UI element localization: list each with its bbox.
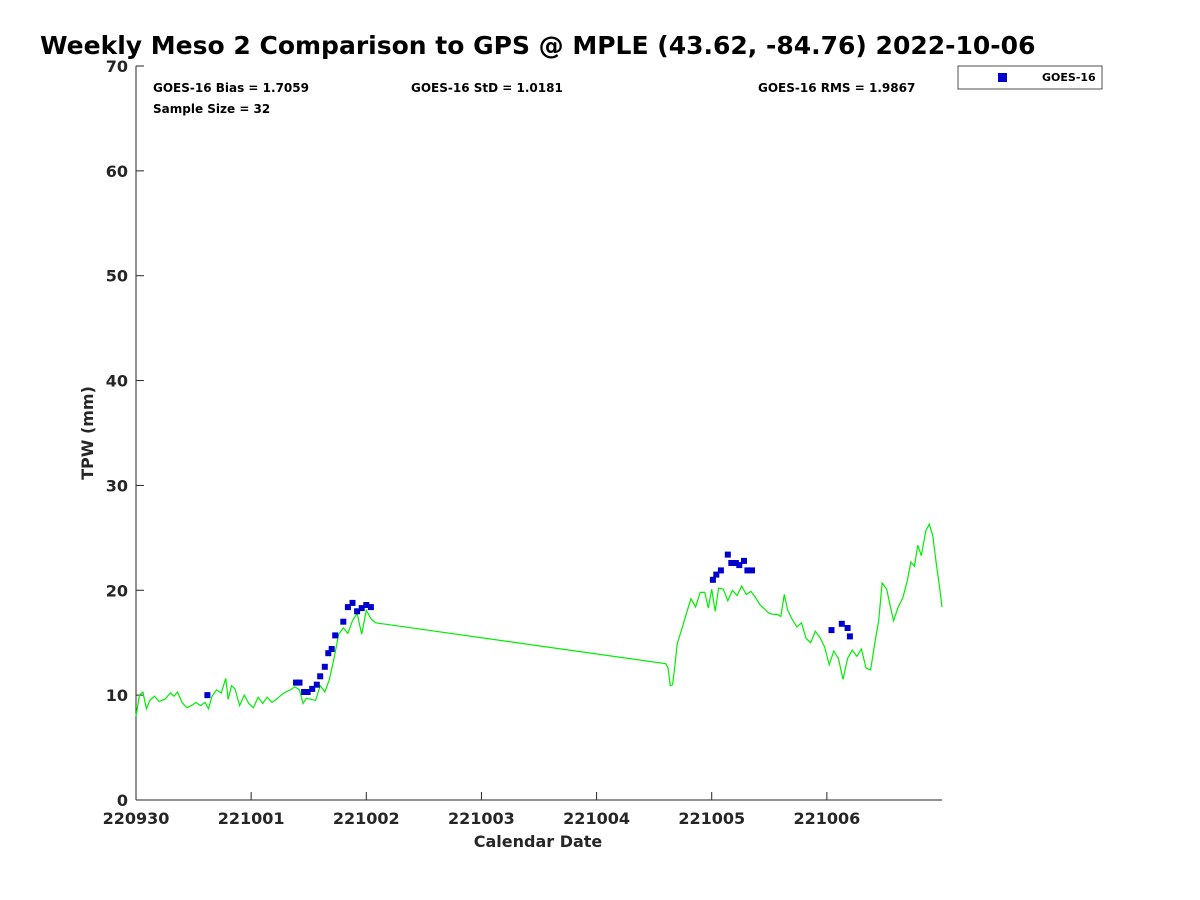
goes16-point [367,604,374,611]
x-tick-label: 221002 [333,809,400,828]
goes16-point [340,618,347,625]
goes16-point [724,551,731,558]
goes16-point [317,673,324,680]
x-tick-label: 221001 [218,809,285,828]
goes16-point [325,650,332,657]
y-tick-label: 0 [117,791,128,810]
axis-ticks [135,65,828,801]
y-tick-label: 30 [106,476,128,495]
legend-label-goes16: GOES-16 [1042,71,1096,84]
goes16-point [732,560,739,566]
y-tick-label: 20 [106,581,128,600]
rms-stat: GOES-16 RMS = 1.9867 [758,81,915,95]
goes16-point [749,567,755,574]
goes16-point [728,560,735,566]
goes16-point [304,689,311,695]
x-axis-label: Calendar Date [474,832,603,851]
legend-marker-goes16 [998,73,1007,82]
y-tick-label: 40 [106,372,128,391]
y-tick-label: 60 [106,162,128,181]
goes16-point [744,567,751,574]
std-stat: GOES-16 StD = 1.0181 [411,81,563,95]
goes16-point [204,692,211,699]
legend: GOES-16 [957,65,1103,90]
y-tick-label: 10 [106,686,128,705]
goes16-point [717,567,724,574]
goes16-point [344,604,351,611]
goes16-point [313,681,320,688]
goes16-point [838,620,845,627]
goes16-point [741,557,747,564]
y-tick-label: 70 [106,57,128,76]
goes16-point [293,679,299,686]
y-tick-labels: 0 10 20 30 40 50 60 70 [106,57,128,810]
chart-title: Weekly Meso 2 Comparison to GPS @ MPLE (… [40,31,1035,60]
goes16-point [713,571,720,578]
y-tick-label: 50 [106,267,128,286]
bias-stat: GOES-16 Bias = 1.7059 [153,81,309,95]
x-tick-label: 221006 [793,809,860,828]
legend-box [957,65,1103,90]
goes16-point [301,689,308,695]
x-tick-labels: 220930 221001 221002 221003 221004 221005 2210… [103,809,861,828]
x-tick-label: 220930 [103,809,170,828]
goes16-point [328,646,335,652]
goes16-series-points [204,551,853,699]
goes16-point [844,625,851,631]
goes16-point [846,633,853,640]
x-tick-label: 221005 [678,809,745,828]
goes16-point [332,632,339,639]
goes16-point [363,602,370,608]
goes16-point [321,663,328,670]
goes16-point [349,599,356,606]
plot-area [136,66,942,800]
gps-series-line [135,522,943,717]
goes16-point [736,562,743,569]
x-tick-label: 221003 [448,809,515,828]
goes16-point [709,576,716,583]
x-tick-label: 221004 [563,809,630,828]
goes16-point [296,679,303,686]
y-axis-label: TPW (mm) [78,386,97,480]
sample-size-stat: Sample Size = 32 [153,102,270,116]
goes16-point [354,608,361,615]
goes16-point [309,685,316,692]
goes16-point [358,605,365,612]
goes16-point [828,627,835,634]
